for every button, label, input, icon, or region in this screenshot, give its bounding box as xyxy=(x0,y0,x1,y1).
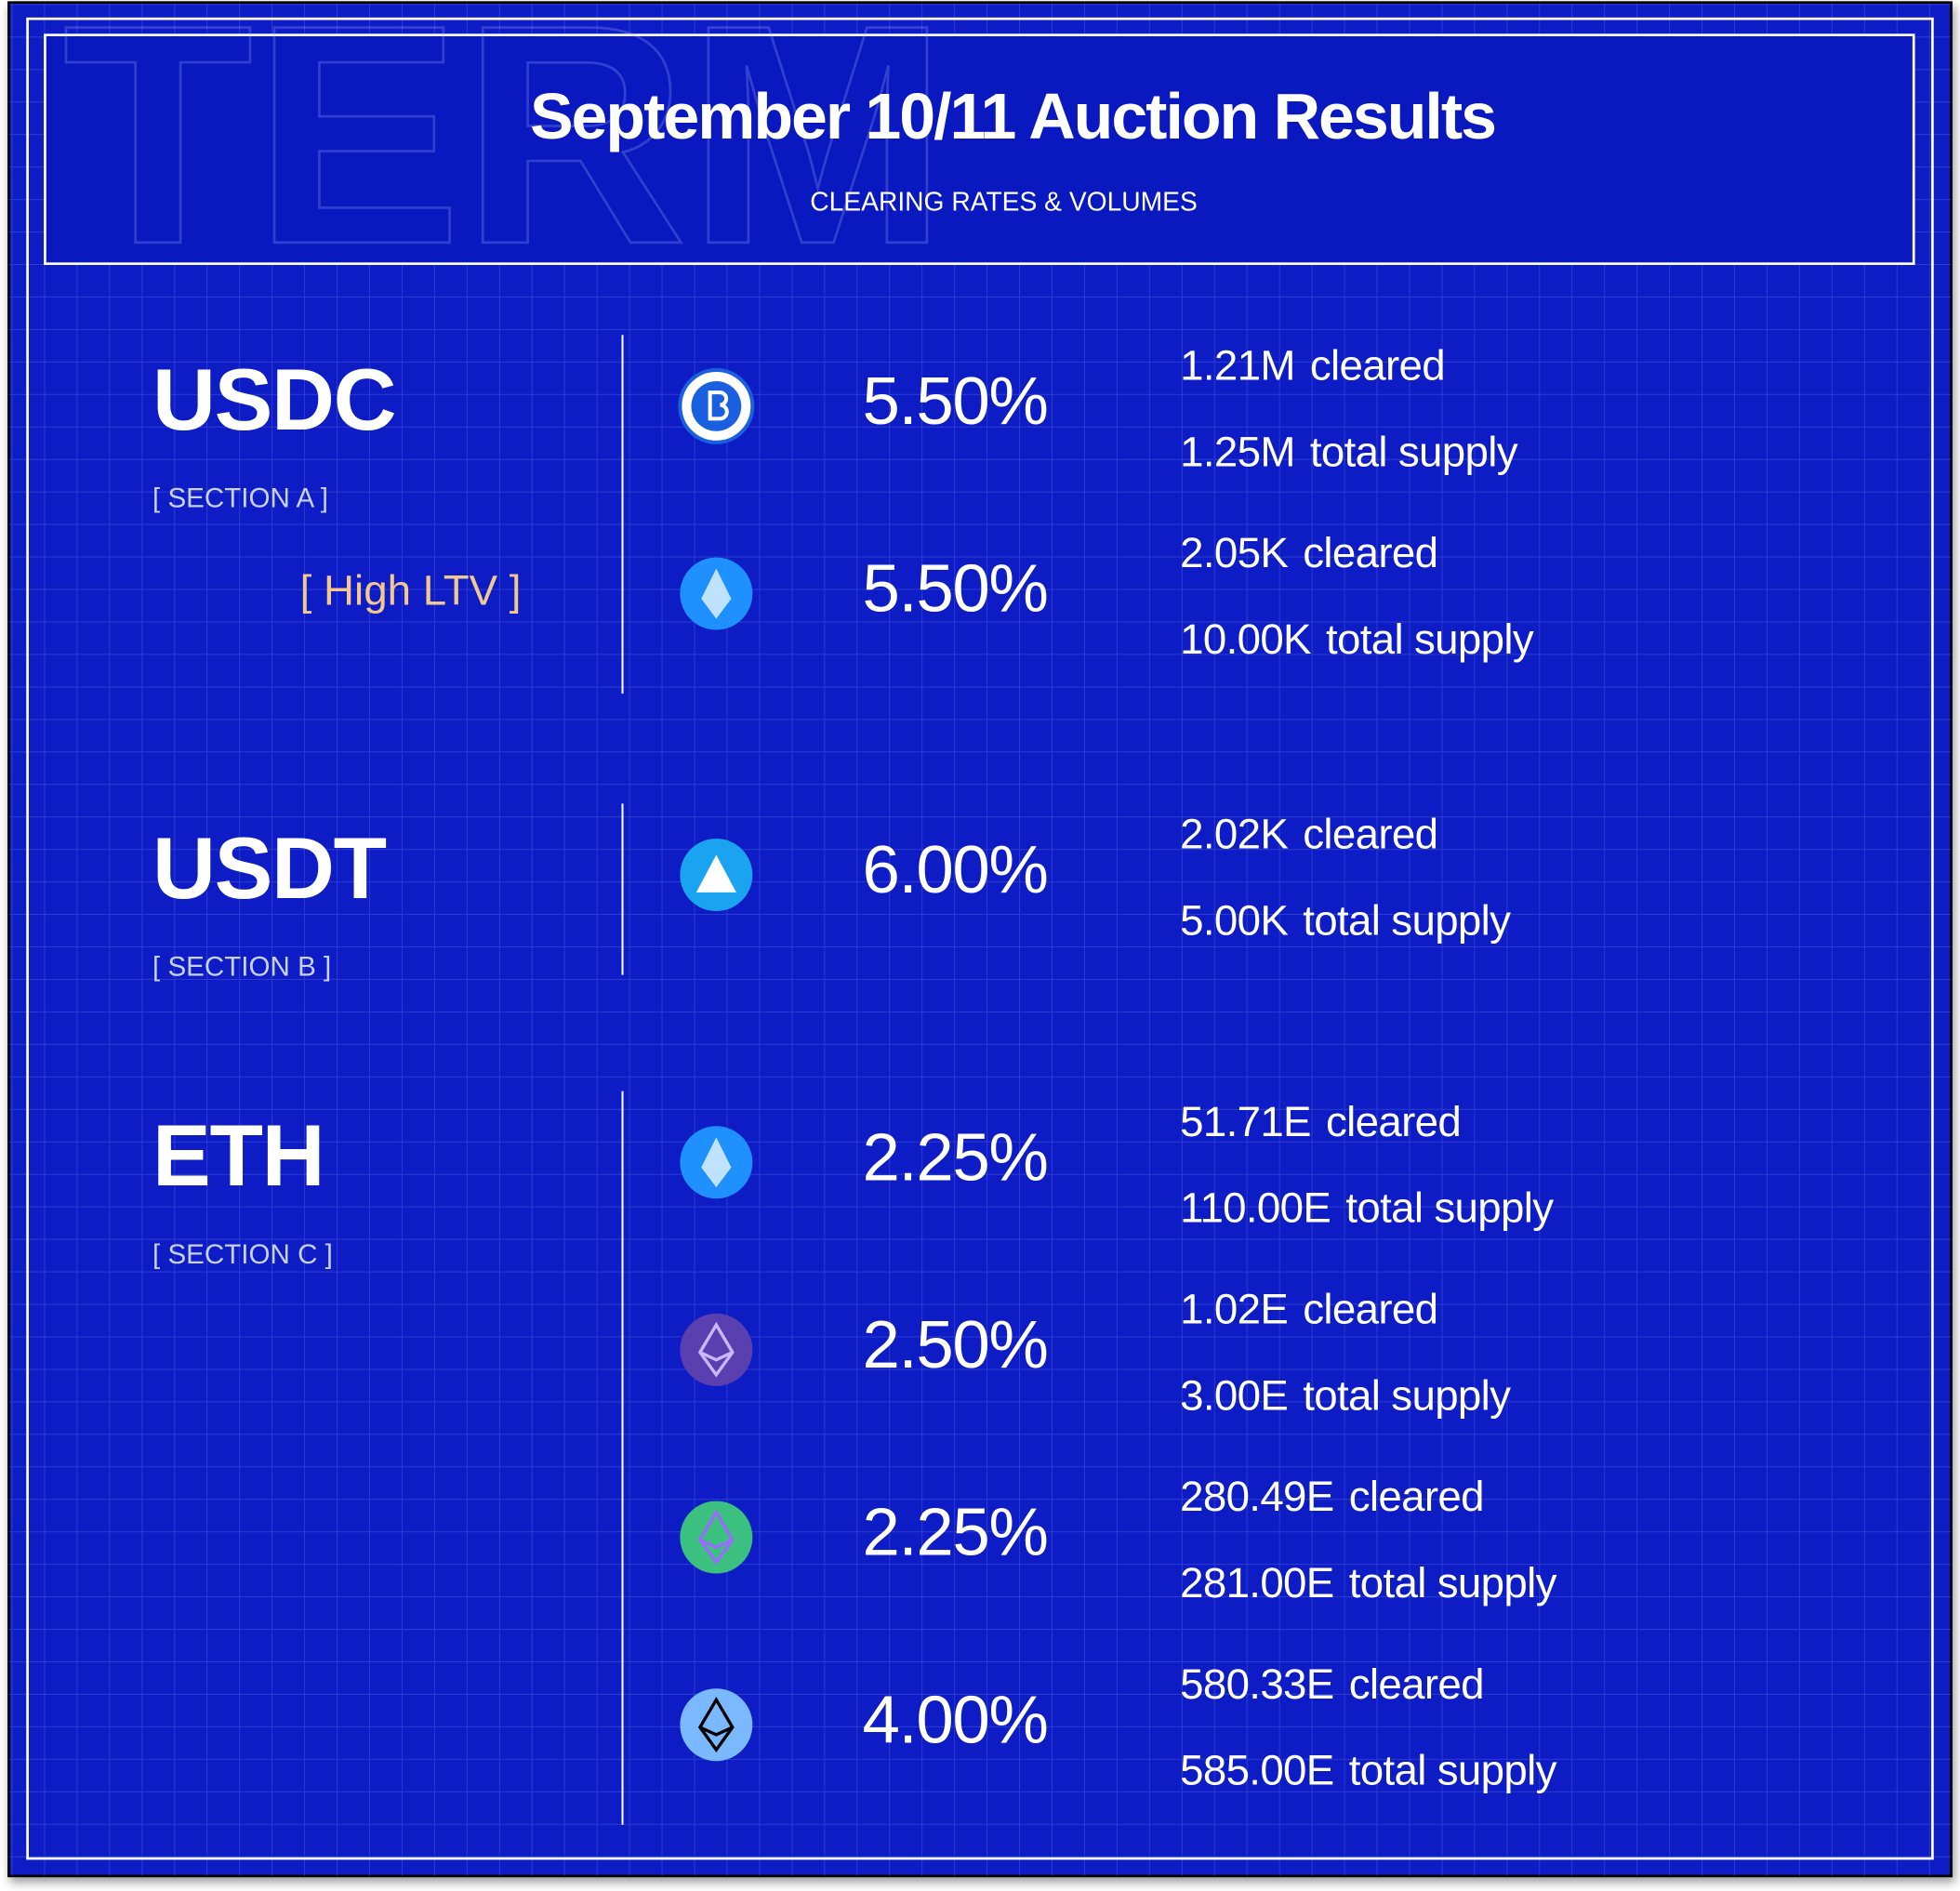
rate: 4.00% xyxy=(863,1682,1048,1757)
inner-frame xyxy=(26,17,1934,1860)
section-tag: [ High LTV ] xyxy=(300,567,522,615)
section-label: [ SECTION A ] xyxy=(152,483,328,514)
cleared-amount: 580.33E xyxy=(1180,1660,1334,1708)
cleared-text: cleared xyxy=(1303,1286,1437,1333)
icon-circle xyxy=(680,1688,753,1762)
icon-glyph xyxy=(695,854,736,893)
rate: 2.50% xyxy=(863,1307,1048,1382)
cleared-line: 580.33E cleared xyxy=(1180,1660,1484,1708)
cleared-amount: 1.02E xyxy=(1180,1286,1288,1333)
supply-amount: 281.00E xyxy=(1180,1559,1334,1607)
cleared-text: cleared xyxy=(1349,1473,1484,1520)
section-name: ETH xyxy=(152,1106,324,1204)
supply-amount: 10.00K xyxy=(1180,615,1311,663)
cleared-amount: 2.05K xyxy=(1180,529,1288,576)
icon-glyph xyxy=(708,390,729,421)
cleared-amount: 280.49E xyxy=(1180,1473,1334,1520)
section-label: [ SECTION B ] xyxy=(152,952,331,983)
supply-text: total supply xyxy=(1303,1371,1511,1419)
cleared-text: cleared xyxy=(1303,811,1437,858)
supply-text: total supply xyxy=(1303,897,1511,945)
supply-line: 10.00K total supply xyxy=(1180,615,1534,663)
supply-amount: 5.00K xyxy=(1180,897,1288,945)
cleared-text: cleared xyxy=(1326,1098,1461,1145)
token-icon xyxy=(680,1501,753,1574)
cleared-amount: 1.21M xyxy=(1180,342,1295,390)
rate: 5.50% xyxy=(863,551,1048,627)
icon-glyph xyxy=(697,1321,735,1378)
supply-text: total supply xyxy=(1349,1559,1557,1607)
token-icon xyxy=(678,367,755,444)
icon-glyph xyxy=(697,1509,735,1566)
supply-line: 3.00E total supply xyxy=(1180,1371,1511,1419)
supply-amount: 110.00E xyxy=(1180,1184,1331,1232)
supply-line: 1.25M total supply xyxy=(1180,428,1518,475)
icon-glyph xyxy=(701,568,732,619)
cleared-line: 51.71E cleared xyxy=(1180,1098,1461,1145)
cleared-line: 1.02E cleared xyxy=(1180,1286,1437,1333)
supply-amount: 585.00E xyxy=(1180,1747,1334,1794)
cleared-text: cleared xyxy=(1349,1660,1484,1708)
supply-amount: 3.00E xyxy=(1180,1371,1288,1419)
supply-text: total supply xyxy=(1349,1747,1557,1794)
watermark: TERM xyxy=(62,0,947,310)
rate: 5.50% xyxy=(863,364,1048,439)
supply-text: total supply xyxy=(1326,615,1534,663)
supply-text: total supply xyxy=(1310,428,1518,475)
icon-circle xyxy=(680,1313,753,1386)
rate: 6.00% xyxy=(863,832,1048,907)
token-icon xyxy=(680,1126,753,1199)
icon-circle xyxy=(680,1501,753,1574)
subtitle: CLEARING RATES & VOLUMES xyxy=(810,187,1198,217)
section-name: USDC xyxy=(152,350,395,448)
cleared-line: 280.49E cleared xyxy=(1180,1473,1484,1520)
title: September 10/11 Auction Results xyxy=(530,80,1495,152)
cleared-line: 2.02K cleared xyxy=(1180,811,1437,858)
supply-text: total supply xyxy=(1345,1184,1554,1232)
token-icon xyxy=(680,1313,753,1386)
supply-line: 110.00E total supply xyxy=(1180,1184,1554,1232)
token-icon xyxy=(680,839,753,912)
cleared-line: 2.05K cleared xyxy=(1180,529,1437,576)
supply-line: 585.00E total supply xyxy=(1180,1747,1557,1794)
grid xyxy=(8,2,1952,1876)
cleared-text: cleared xyxy=(1303,529,1437,576)
icon-glyph xyxy=(701,1137,732,1188)
cleared-text: cleared xyxy=(1310,342,1445,390)
rate: 2.25% xyxy=(863,1495,1048,1570)
section-label: [ SECTION C ] xyxy=(152,1239,333,1270)
cleared-amount: 2.02K xyxy=(1180,811,1288,858)
token-icon xyxy=(680,557,753,630)
section-name: USDT xyxy=(152,819,387,917)
supply-line: 281.00E total supply xyxy=(1180,1559,1557,1607)
rate: 2.25% xyxy=(863,1119,1048,1195)
icon-inner xyxy=(691,381,742,431)
content: USDC [ SECTION A ] [ High LTV ] 5.50% 1.21M c… xyxy=(152,335,1557,1825)
supply-amount: 1.25M xyxy=(1180,428,1295,475)
supply-line: 5.00K total supply xyxy=(1180,897,1511,945)
cleared-line: 1.21M cleared xyxy=(1180,342,1445,390)
cleared-amount: 51.71E xyxy=(1180,1098,1311,1145)
header-box xyxy=(44,33,1915,266)
icon-glyph xyxy=(697,1697,735,1752)
token-icon xyxy=(680,1688,753,1762)
